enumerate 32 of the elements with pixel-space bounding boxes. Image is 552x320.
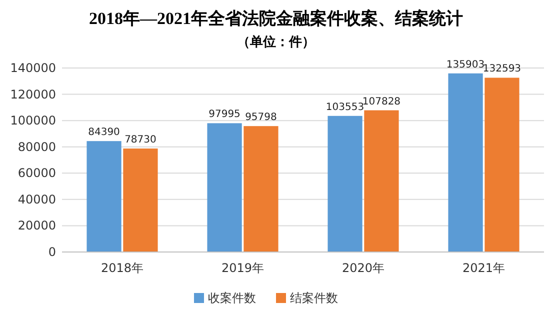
y-tick-label: 60000 — [18, 166, 56, 180]
chart-title: 2018年—2021年全省法院金融案件收案、结案统计 — [89, 8, 463, 28]
y-tick-label: 40000 — [18, 192, 56, 206]
legend-label: 结案件数 — [290, 291, 338, 305]
legend-label: 收案件数 — [208, 291, 256, 305]
y-tick-label: 120000 — [10, 87, 56, 102]
bar — [448, 73, 483, 252]
data-label: 95798 — [245, 112, 277, 124]
data-label: 135903 — [446, 59, 485, 70]
data-label: 107828 — [362, 96, 401, 108]
bar — [86, 141, 122, 252]
bar — [328, 116, 362, 252]
x-tick-label: 2021年 — [462, 261, 506, 275]
x-tick-label: 2018年 — [100, 261, 144, 275]
bar — [123, 148, 158, 252]
y-tick-label: 20000 — [18, 218, 56, 233]
data-label: 132593 — [482, 64, 522, 75]
bar — [364, 110, 399, 252]
y-tick-label: 80000 — [18, 140, 56, 154]
data-label: 103553 — [326, 102, 364, 113]
y-tick-label: 140000 — [10, 61, 56, 75]
x-tick-label: 2020年 — [342, 261, 385, 275]
data-label: 84390 — [88, 127, 120, 138]
x-tick-label: 2019年 — [221, 261, 264, 275]
chart-subtitle: （单位：件） — [237, 34, 315, 50]
bar — [484, 78, 520, 252]
bar — [207, 123, 242, 252]
y-tick-label: 0 — [48, 245, 56, 259]
data-label: 78730 — [124, 134, 156, 146]
y-tick-label: 100000 — [10, 114, 56, 128]
bar — [244, 126, 278, 252]
data-label: 97995 — [208, 109, 240, 120]
